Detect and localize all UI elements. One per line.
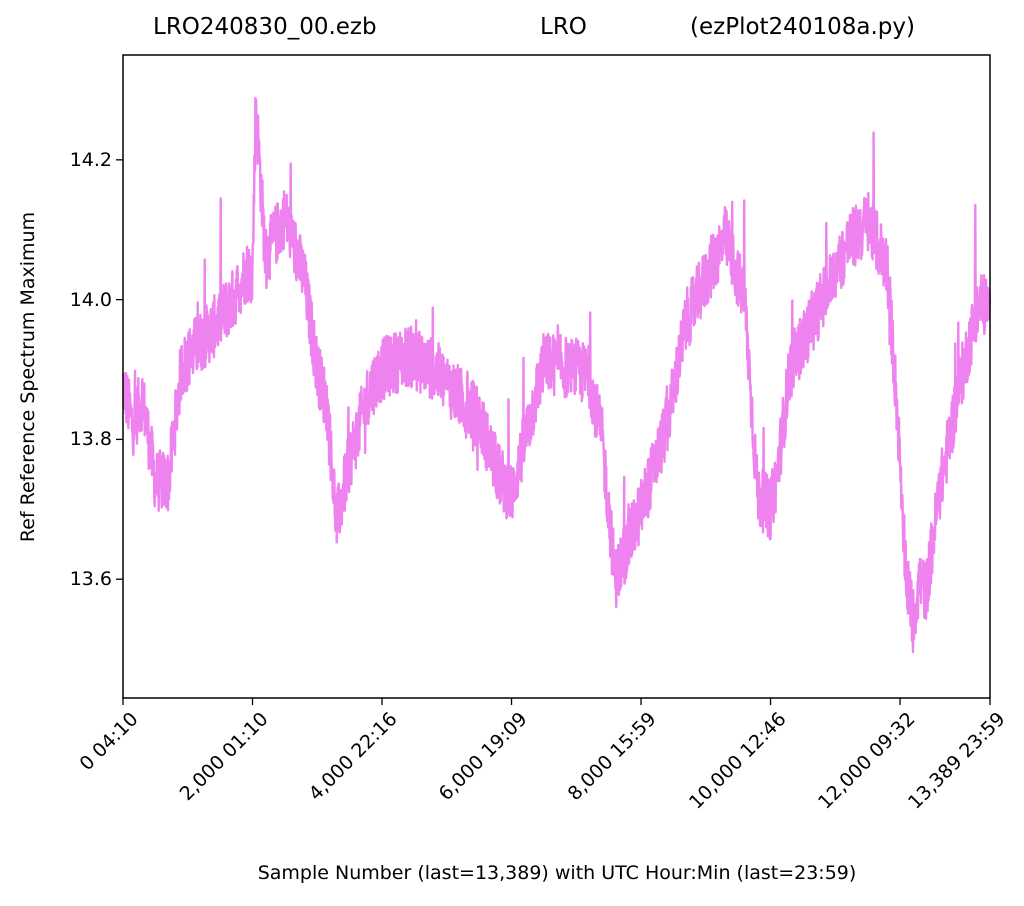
y-tick-label: 14.0 — [69, 288, 112, 311]
series-line — [121, 96, 992, 654]
y-axis-ticks — [116, 159, 123, 580]
title-station: LRO — [540, 14, 587, 40]
y-tick-label: 13.6 — [69, 568, 112, 591]
x-axis-label: Sample Number (last=13,389) with UTC Hou… — [257, 862, 857, 884]
title-filename: LRO240830_00.ezb — [153, 14, 377, 40]
y-tick-label: 13.8 — [69, 428, 112, 451]
title-script: (ezPlot240108a.py) — [690, 14, 915, 40]
y-axis-label: Ref Reference Spectrum Maximum — [17, 211, 39, 543]
x-axis-ticks — [122, 698, 991, 705]
y-tick-label: 14.2 — [69, 148, 112, 171]
plot-frame — [122, 54, 991, 699]
